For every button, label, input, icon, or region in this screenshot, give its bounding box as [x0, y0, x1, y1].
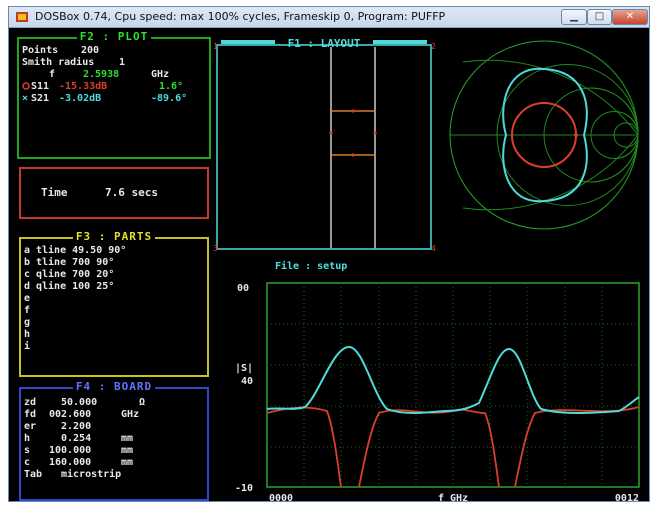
board-value-s[interactable]: 100.000 — [49, 445, 92, 456]
plot-panel[interactable]: F2 : PLOT Points 200 Smith radius 1 f 2.… — [17, 30, 211, 159]
s11-label: S11 — [31, 81, 50, 92]
board-header: F4 : BOARD — [72, 380, 156, 393]
smith-radius-label: Smith radius — [22, 57, 95, 68]
smith-chart[interactable] — [444, 37, 644, 233]
part-key-i[interactable]: i — [24, 341, 31, 352]
smith-grid — [449, 40, 639, 230]
parts-panel[interactable]: F3 : PARTS a tline 49.50 90° b tline 700… — [19, 230, 209, 377]
part-d[interactable]: qline 100 25° — [36, 281, 115, 292]
maximize-icon: □ — [594, 11, 605, 22]
part-b[interactable]: tline 700 90° — [36, 257, 115, 268]
part-key-f[interactable]: f — [24, 305, 31, 316]
layout-node-d — [351, 153, 355, 157]
layout-panel[interactable]: F1 : LAYOUT 1 2 3 4 — [213, 37, 437, 257]
plot-header: F2 : PLOT — [76, 30, 152, 43]
points-label: Points — [22, 45, 59, 56]
part-c[interactable]: qline 700 20° — [36, 269, 115, 280]
board-key-tab: Tab — [24, 469, 43, 480]
board-value-zd[interactable]: 50.000 — [61, 397, 98, 408]
board-key-s: s — [24, 445, 31, 456]
dosbox-app-icon — [16, 12, 28, 22]
s11-marker — [574, 133, 578, 137]
s21-magnitude: -3.02dB — [59, 93, 102, 104]
board-value-h[interactable]: 0.254 — [61, 433, 92, 444]
board-unit-s: mm — [121, 445, 134, 456]
s21-trace — [502, 67, 588, 203]
file-label: File : setup — [275, 261, 348, 272]
port-label-2: 2 — [431, 42, 436, 51]
s21-marker-icon: × — [22, 93, 29, 104]
board-value-c[interactable]: 160.000 — [49, 457, 92, 468]
s11-magnitude: -15.33dB — [59, 81, 108, 92]
s21-angle: -89.6° — [151, 93, 188, 104]
freq-label: f — [49, 69, 56, 80]
graph-frame — [266, 282, 640, 488]
maximize-button[interactable]: □ — [587, 9, 612, 25]
y-tick-bottom: -10 — [235, 483, 253, 494]
board-key-zd: zd — [24, 397, 37, 408]
points-value: 200 — [81, 45, 100, 56]
board-key-er: er — [24, 421, 37, 432]
y-axis-label: |S| — [235, 363, 253, 374]
s21-curve — [266, 345, 640, 414]
graph-gridlines — [267, 283, 639, 487]
part-key-e[interactable]: e — [24, 293, 31, 304]
layout-frame — [216, 44, 432, 250]
layout-header: F1 : LAYOUT — [288, 37, 361, 50]
parts-header: F3 : PARTS — [72, 230, 156, 243]
layout-node-c — [351, 109, 355, 113]
board-value-fd[interactable]: 002.600 — [49, 409, 92, 420]
s11-marker-icon — [22, 82, 30, 90]
smith-radius-value: 1 — [119, 57, 126, 68]
board-value-tab[interactable]: microstrip — [61, 469, 122, 480]
port-label-1: 1 — [213, 42, 218, 51]
s11-angle: 1.6° — [159, 81, 184, 92]
sparam-graph[interactable]: 00 40 |S| -10 0000 f GHz 0012 — [223, 277, 643, 503]
time-panel: Time 7.6 secs — [19, 167, 209, 219]
dosbox-window: DOSBox 0.74, Cpu speed: max 100% cycles,… — [8, 6, 650, 503]
board-unit-fd: GHz — [121, 409, 140, 420]
title-bar[interactable]: DOSBox 0.74, Cpu speed: max 100% cycles,… — [9, 7, 649, 28]
y-tick-top: 00 — [237, 283, 249, 294]
part-key-d[interactable]: d — [24, 281, 31, 292]
s21-label: S21 — [31, 93, 50, 104]
board-key-c: c — [24, 457, 31, 468]
board-value-er[interactable]: 2.200 — [61, 421, 92, 432]
port-label-3: 3 — [213, 244, 218, 253]
part-key-c[interactable]: c — [24, 269, 31, 280]
minimize-icon: ▁ — [570, 11, 578, 22]
port-label-4: 4 — [431, 244, 436, 253]
board-panel[interactable]: F4 : BOARD zd 50.000 Ω fd 002.600 GHz er… — [19, 380, 209, 501]
window-title: DOSBox 0.74, Cpu speed: max 100% cycles,… — [35, 10, 446, 23]
minimize-button[interactable]: ▁ — [561, 9, 587, 25]
layout-node-b — [373, 131, 377, 135]
x-axis-label: f GHz — [438, 493, 468, 503]
freq-value: 2.5938 — [83, 69, 120, 80]
part-key-g[interactable]: g — [24, 317, 31, 328]
board-unit-h: mm — [121, 433, 134, 444]
time-label: Time — [41, 186, 68, 199]
time-value: 7.6 secs — [105, 186, 158, 199]
close-icon: ✕ — [625, 11, 635, 22]
x-tick-right: 0012 — [615, 493, 639, 503]
layout-node-a — [329, 131, 333, 135]
board-key-h: h — [24, 433, 31, 444]
board-key-fd: fd — [24, 409, 37, 420]
freq-unit: GHz — [151, 69, 170, 80]
close-button[interactable]: ✕ — [612, 9, 648, 25]
y-tick-mid: 40 — [241, 376, 253, 387]
part-a[interactable]: tline 49.50 90° — [36, 245, 127, 256]
board-unit-c: mm — [121, 457, 134, 468]
part-key-a[interactable]: a — [24, 245, 31, 256]
part-key-h[interactable]: h — [24, 329, 31, 340]
x-tick-left: 0000 — [269, 493, 293, 503]
part-key-b[interactable]: b — [24, 257, 31, 268]
board-unit-zd: Ω — [139, 397, 146, 408]
